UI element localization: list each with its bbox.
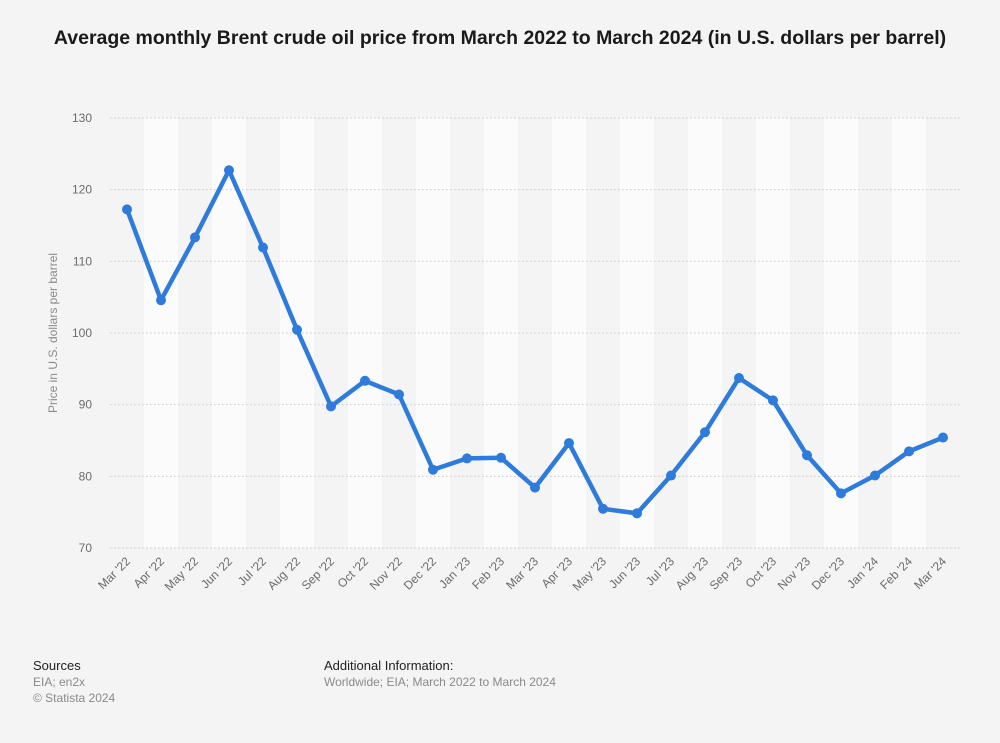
data-point — [870, 470, 880, 481]
data-point — [564, 438, 574, 449]
data-point — [428, 464, 438, 475]
y-tick-label: 90 — [79, 398, 93, 412]
column-band — [212, 118, 246, 548]
sources-block: Sources EIA; en2x © Statista 2024 — [33, 658, 115, 706]
sources-text: EIA; en2x — [33, 675, 86, 689]
column-band — [756, 118, 790, 548]
x-tick-label: Mar '22 — [95, 554, 133, 592]
y-tick-label: 120 — [72, 183, 92, 197]
data-point — [190, 232, 200, 243]
y-tick-label: 70 — [79, 541, 93, 555]
data-point — [836, 488, 846, 499]
series-line — [124, 167, 946, 516]
x-tick-label: Jun '22 — [198, 554, 235, 591]
x-tick-label: Sep '23 — [707, 554, 746, 593]
x-tick-label: May '22 — [162, 554, 202, 594]
y-tick-label: 80 — [79, 469, 93, 483]
data-point — [938, 432, 948, 443]
additional-info-text: Worldwide; EIA; March 2022 to March 2024 — [324, 675, 556, 689]
column-band — [824, 118, 858, 548]
x-tick-label: Apr '22 — [131, 554, 168, 591]
data-point — [598, 503, 608, 514]
x-tick-label: Mar '23 — [503, 554, 541, 592]
x-tick-label: Jun '23 — [606, 554, 643, 591]
x-tick-label: Jan '23 — [436, 554, 473, 591]
data-point — [632, 508, 642, 519]
x-tick-label: Aug '23 — [673, 554, 712, 593]
data-point — [666, 470, 676, 481]
column-band — [892, 118, 926, 548]
column-band — [416, 118, 450, 548]
line-chart: 70 80 90 100 110 120 130 Price in U.S. dollars … — [46, 111, 960, 594]
data-point — [700, 427, 710, 438]
x-tick-label: Mar '24 — [911, 554, 949, 592]
x-tick-label: Oct '23 — [743, 554, 780, 591]
y-axis-title: Price in U.S. dollars per barrel — [46, 253, 60, 413]
additional-info-heading: Additional Information: — [324, 658, 454, 673]
data-point — [768, 395, 778, 406]
data-point — [292, 324, 302, 335]
chart-title: Average monthly Brent crude oil price fr… — [53, 27, 947, 49]
additional-info-block: Additional Information: Worldwide; EIA; … — [324, 658, 556, 690]
data-point — [530, 482, 540, 493]
column-band — [144, 118, 178, 548]
data-point — [258, 242, 268, 253]
x-tick-label: Aug '22 — [265, 554, 304, 593]
column-band — [552, 118, 586, 548]
data-point — [360, 375, 370, 386]
x-tick-label: Jan '24 — [844, 554, 881, 591]
x-tick-label: Dec '22 — [401, 554, 440, 593]
x-tick-label: Apr '23 — [539, 554, 576, 591]
x-tick-label: Nov '22 — [367, 554, 406, 593]
data-point — [462, 453, 472, 464]
x-tick-label: Dec '23 — [809, 554, 848, 593]
data-point — [224, 165, 234, 176]
x-tick-label: Nov '23 — [775, 554, 814, 593]
column-band — [688, 118, 722, 548]
data-point — [496, 452, 506, 463]
data-point — [326, 401, 336, 412]
column-band — [348, 118, 382, 548]
copyright-text: © Statista 2024 — [33, 691, 116, 705]
column-band — [620, 118, 654, 548]
data-point — [122, 204, 132, 215]
data-point — [156, 295, 166, 306]
data-point — [802, 450, 812, 461]
data-point — [904, 446, 914, 457]
x-tick-label: Sep '22 — [299, 554, 338, 593]
x-tick-label: May '23 — [570, 554, 610, 594]
data-point — [734, 373, 744, 384]
data-point — [394, 389, 404, 400]
x-tick-label: Feb '24 — [877, 554, 915, 592]
y-tick-label: 110 — [73, 254, 92, 268]
x-tick-label: Oct '22 — [335, 554, 372, 591]
column-band — [484, 118, 518, 548]
y-tick-label: 100 — [72, 326, 92, 340]
x-tick-label: Feb '23 — [469, 554, 507, 592]
sources-heading: Sources — [33, 658, 81, 673]
y-tick-label: 130 — [72, 111, 92, 125]
